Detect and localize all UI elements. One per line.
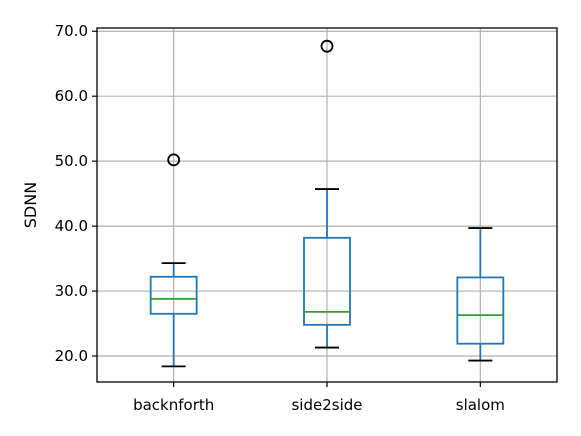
outlier-point	[167, 153, 181, 167]
y-tick-label: 30.0	[55, 282, 88, 300]
outlier-point	[320, 39, 334, 53]
y-tick-label: 20.0	[55, 347, 88, 365]
box-backnforth	[149, 153, 198, 368]
grid-lines	[97, 28, 557, 382]
x-axis-ticks: backnforth side2side slalom	[133, 382, 505, 414]
y-axis-title: SDNN	[21, 182, 40, 228]
y-tick-label: 50.0	[55, 152, 88, 170]
iqr-box	[149, 275, 198, 315]
y-tick-label: 70.0	[55, 22, 88, 40]
x-tick-label: slalom	[456, 396, 505, 414]
boxes	[149, 39, 505, 368]
y-tick-label: 40.0	[55, 217, 88, 235]
y-axis-ticks: 20.0 30.0 40.0 50.0 60.0 70.0	[55, 22, 97, 365]
iqr-box	[303, 236, 351, 326]
x-tick-label: backnforth	[133, 396, 214, 414]
x-tick-label: side2side	[291, 396, 362, 414]
y-tick-label: 60.0	[55, 87, 88, 105]
box-slalom	[456, 227, 505, 362]
box-side2side	[303, 39, 351, 349]
iqr-box	[456, 276, 505, 345]
